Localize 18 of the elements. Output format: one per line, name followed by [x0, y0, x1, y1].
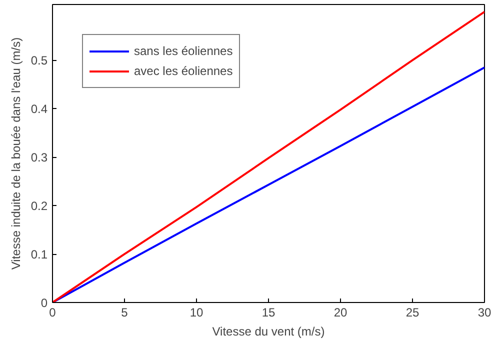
y-axis-title: Vitesse induite de la bouée dans l'eau (m/s) [8, 37, 23, 270]
x-tick-label: 10 [190, 306, 204, 320]
x-tick-label: 0 [49, 306, 56, 320]
y-tick-label: 0.5 [30, 54, 48, 68]
line-series [52, 10, 484, 302]
x-tick-label: 20 [334, 306, 348, 320]
y-tick-label: 0.2 [30, 199, 48, 214]
x-tick-label: 30 [478, 306, 492, 320]
legend-label: sans les éoliennes [134, 44, 233, 58]
x-tick-label: 15 [262, 306, 276, 320]
y-tick-label: 0.1 [30, 248, 48, 262]
y-tick-label: 0.4 [30, 102, 48, 116]
y-tick-label: 0.3 [30, 150, 48, 165]
x-axis-title: Vitesse du vent (m/s) [212, 324, 325, 338]
y-tick-label: 0 [40, 296, 48, 310]
x-tick-label: 25 [406, 306, 420, 320]
legend-label: avec les éoliennes [134, 64, 233, 78]
x-tick-label: 5 [121, 306, 128, 320]
